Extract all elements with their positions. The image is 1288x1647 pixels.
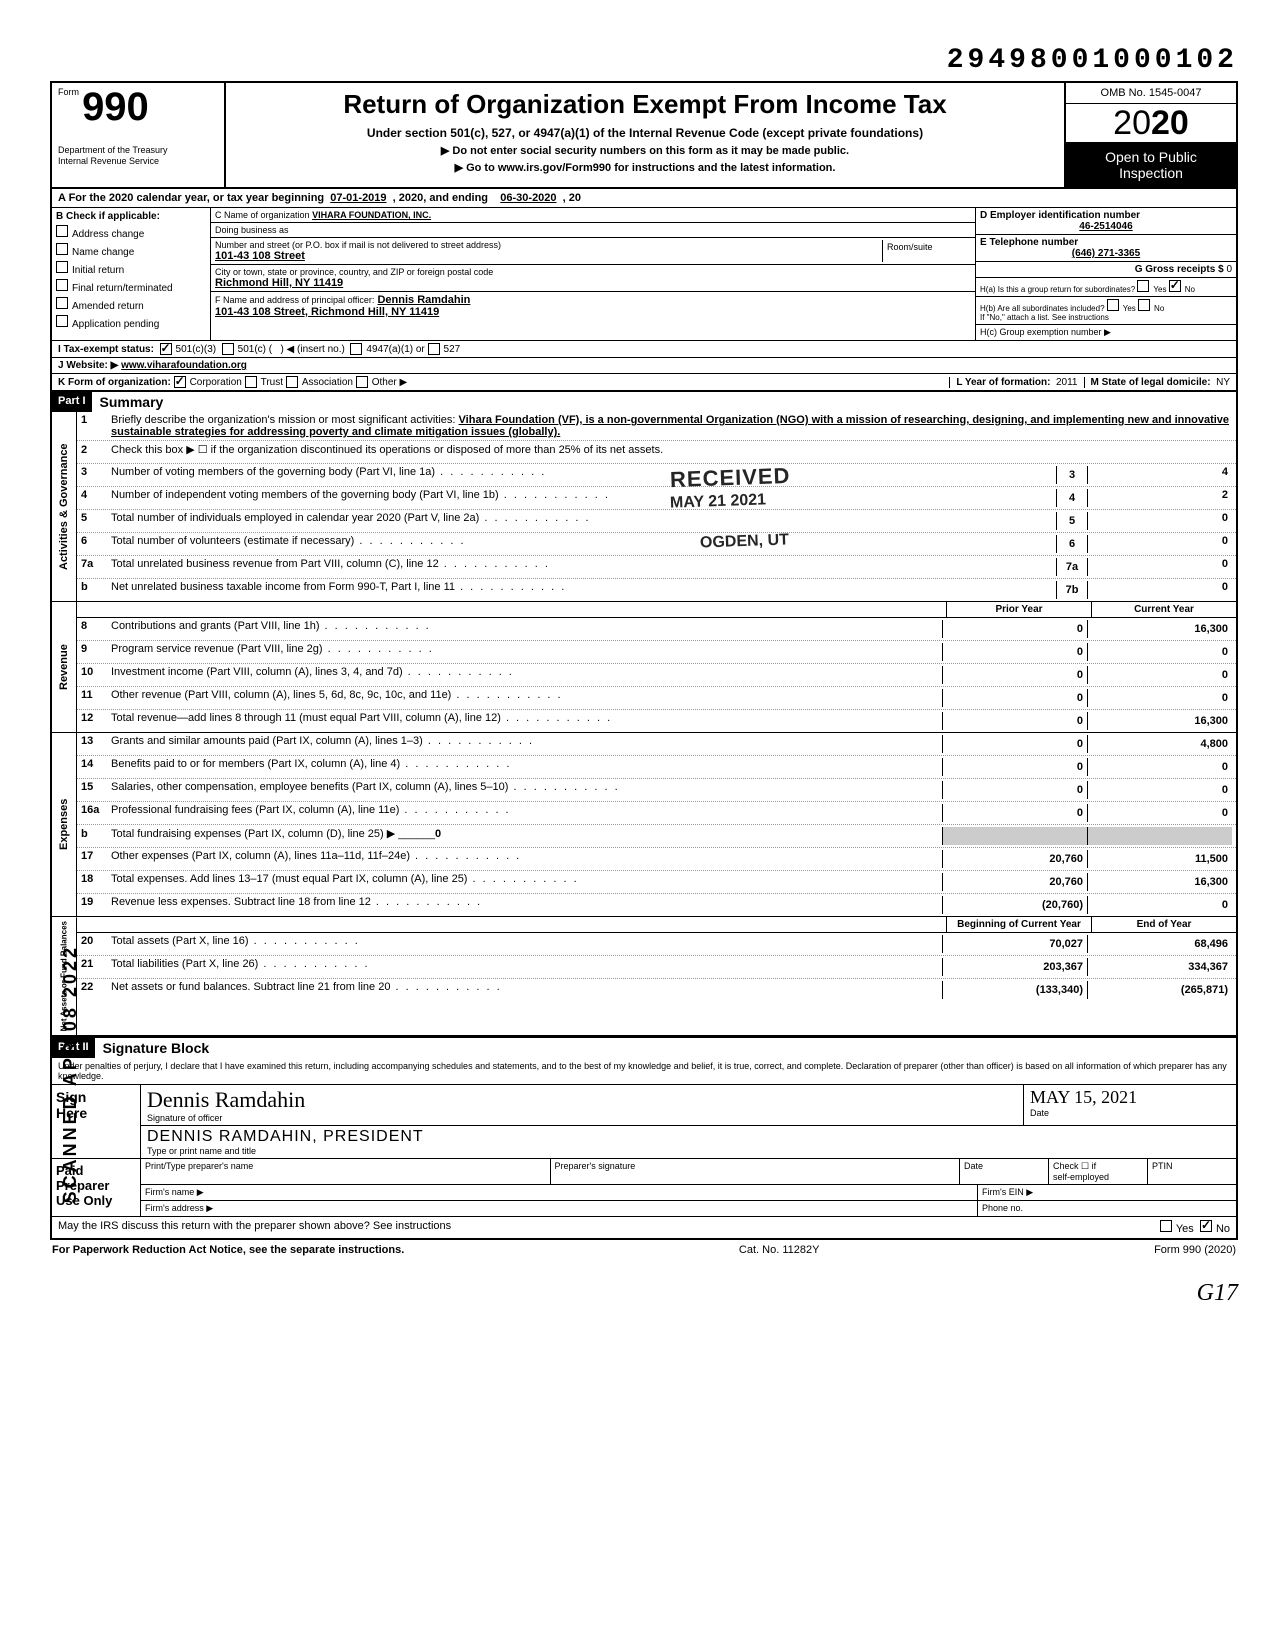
checkbox-ha-yes[interactable]	[1137, 280, 1149, 292]
checkbox-501c[interactable]	[222, 343, 234, 355]
checkbox-other[interactable]	[356, 376, 368, 388]
officer-name: Dennis Ramdahin	[377, 294, 470, 306]
checkbox-527[interactable]	[428, 343, 440, 355]
officer-signature: Dennis Ramdahin	[147, 1087, 1017, 1113]
officer-printed-name: DENNIS RAMDAHIN, PRESIDENT	[147, 1128, 1230, 1146]
summary-line: 16aProfessional fundraising fees (Part I…	[77, 802, 1236, 825]
form-prefix: Form	[58, 87, 79, 97]
line-a-tax-year: A For the 2020 calendar year, or tax yea…	[50, 187, 1238, 207]
summary-line: 20Total assets (Part X, line 16)70,02768…	[77, 933, 1236, 956]
signature-block: Under penalties of perjury, I declare th…	[50, 1058, 1238, 1240]
line-i-tax-exempt: I Tax-exempt status: 501(c)(3) 501(c) ( …	[50, 340, 1238, 357]
dept-irs: Internal Revenue Service	[58, 156, 218, 167]
state-domicile: NY	[1216, 377, 1230, 388]
org-street: 101-43 108 Street	[215, 250, 882, 262]
form-warning: ▶ Do not enter social security numbers o…	[232, 144, 1058, 157]
checkbox-hb-no[interactable]	[1138, 299, 1150, 311]
checkbox-trust[interactable]	[245, 376, 257, 388]
summary-line: 22Net assets or fund balances. Subtract …	[77, 979, 1236, 1001]
summary-line: 15Salaries, other compensation, employee…	[77, 779, 1236, 802]
form-goto: ▶ Go to www.irs.gov/Form990 for instruct…	[232, 161, 1058, 174]
form-title: Return of Organization Exempt From Incom…	[232, 89, 1058, 120]
header-grid: B Check if applicable: Address change Na…	[50, 207, 1238, 340]
summary-line: 7aTotal unrelated business revenue from …	[77, 556, 1236, 579]
part-1-header: Part I Summary	[50, 391, 1238, 412]
form-header: Form 990 Department of the Treasury Inte…	[50, 81, 1238, 187]
summary-line: 8Contributions and grants (Part VIII, li…	[77, 618, 1236, 641]
perjury-statement: Under penalties of perjury, I declare th…	[52, 1058, 1236, 1085]
summary-line: 14Benefits paid to or for members (Part …	[77, 756, 1236, 779]
checkbox-name-change[interactable]	[56, 243, 68, 255]
summary-line: 3Number of voting members of the governi…	[77, 464, 1236, 487]
dept-treasury: Department of the Treasury	[58, 145, 218, 156]
website-url: www.viharafoundation.org	[121, 360, 247, 371]
checkbox-discuss-no[interactable]	[1200, 1220, 1212, 1232]
checkbox-corporation[interactable]	[174, 376, 186, 388]
col-d-right: D Employer identification number 46-2514…	[975, 208, 1236, 340]
section-expenses: Expenses 13Grants and similar amounts pa…	[52, 733, 1236, 917]
checkbox-hb-yes[interactable]	[1107, 299, 1119, 311]
checkbox-application-pending[interactable]	[56, 315, 68, 327]
gross-receipts: 0	[1226, 264, 1232, 275]
section-net-assets: Net Assets or Fund Balances Beginning of…	[52, 917, 1236, 1035]
summary-line: 6Total number of volunteers (estimate if…	[77, 533, 1236, 556]
document-number: 29498001000102	[50, 45, 1238, 76]
summary-line: 12Total revenue—add lines 8 through 11 (…	[77, 710, 1236, 732]
summary-line: bNet unrelated business taxable income f…	[77, 579, 1236, 601]
checkbox-ha-no[interactable]	[1169, 280, 1181, 292]
line-j-website: J Website: ▶ www.viharafoundation.org	[50, 357, 1238, 373]
summary-line: 4Number of independent voting members of…	[77, 487, 1236, 510]
form-subtitle: Under section 501(c), 527, or 4947(a)(1)…	[232, 126, 1058, 140]
checkbox-association[interactable]	[286, 376, 298, 388]
section-governance: Activities & Governance 1 Briefly descri…	[52, 412, 1236, 602]
checkbox-amended-return[interactable]	[56, 297, 68, 309]
form-number: 990	[82, 85, 149, 129]
summary-line: 18Total expenses. Add lines 13–17 (must …	[77, 871, 1236, 894]
summary-line: 11Other revenue (Part VIII, column (A), …	[77, 687, 1236, 710]
checkbox-501c3[interactable]	[160, 343, 172, 355]
ein: 46-2514046	[980, 221, 1232, 232]
telephone: (646) 271-3365	[980, 248, 1232, 259]
line-k-form-org: K Form of organization: Corporation Trus…	[50, 373, 1238, 391]
omb-number: OMB No. 1545-0047	[1066, 83, 1236, 104]
col-b-checkboxes: B Check if applicable: Address change Na…	[52, 208, 211, 340]
stamp-scanned: SCANNED APR 08 2022	[60, 945, 81, 1203]
checkbox-address-change[interactable]	[56, 225, 68, 237]
checkbox-4947a1[interactable]	[350, 343, 362, 355]
officer-address: 101-43 108 Street, Richmond Hill, NY 114…	[215, 306, 971, 318]
room-suite-label: Room/suite	[882, 240, 971, 262]
summary-line: 13Grants and similar amounts paid (Part …	[77, 733, 1236, 756]
checkbox-final-return[interactable]	[56, 279, 68, 291]
summary-line: 17Other expenses (Part IX, column (A), l…	[77, 848, 1236, 871]
summary-line: 5Total number of individuals employed in…	[77, 510, 1236, 533]
open-to-public: Open to Public Inspection	[1066, 143, 1236, 187]
irs-discuss: May the IRS discuss this return with the…	[52, 1216, 1236, 1238]
org-city: Richmond Hill, NY 11419	[215, 277, 971, 289]
page-number: G17	[50, 1280, 1238, 1307]
org-name: VIHARA FOUNDATION, INC.	[312, 210, 431, 220]
col-c-org-info: C Name of organization VIHARA FOUNDATION…	[211, 208, 975, 340]
checkbox-initial-return[interactable]	[56, 261, 68, 273]
summary-line: 10Investment income (Part VIII, column (…	[77, 664, 1236, 687]
paid-preparer: Paid Preparer Use Only Print/Type prepar…	[52, 1159, 1236, 1216]
tax-year: 2020	[1066, 104, 1236, 143]
summary-line: 19Revenue less expenses. Subtract line 1…	[77, 894, 1236, 916]
year-formation: 2011	[1056, 377, 1078, 388]
page-footer: For Paperwork Reduction Act Notice, see …	[50, 1240, 1238, 1260]
part-2-header: Part II Signature Block	[50, 1037, 1238, 1058]
summary-line: bTotal fundraising expenses (Part IX, co…	[77, 825, 1236, 848]
section-revenue: Revenue Prior Year Current Year 8Contrib…	[52, 602, 1236, 733]
summary-line: 9Program service revenue (Part VIII, lin…	[77, 641, 1236, 664]
signature-date: MAY 15, 2021	[1030, 1087, 1230, 1108]
summary-line: 21Total liabilities (Part X, line 26)203…	[77, 956, 1236, 979]
checkbox-discuss-yes[interactable]	[1160, 1220, 1172, 1232]
